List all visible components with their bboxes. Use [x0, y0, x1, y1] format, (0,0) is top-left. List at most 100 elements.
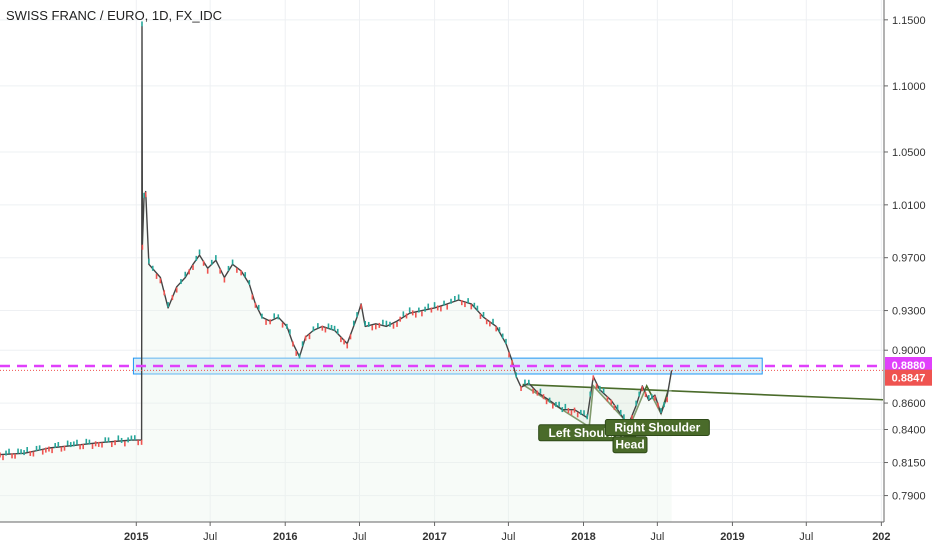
price-candle	[210, 259, 213, 265]
price-candle	[91, 443, 94, 449]
price-candle	[595, 383, 598, 389]
price-candle	[82, 444, 84, 450]
price-candle	[312, 326, 315, 332]
price-candle	[583, 410, 585, 416]
price-candle	[436, 305, 439, 311]
price-candle	[188, 269, 190, 275]
price-candle	[644, 392, 647, 398]
last-price-tag-bg	[885, 369, 932, 386]
price-candle	[257, 304, 260, 310]
price-candle	[564, 403, 567, 409]
price-candle	[45, 447, 47, 453]
price-candle	[424, 306, 426, 312]
price-candle	[17, 448, 19, 454]
price-candle	[251, 294, 254, 300]
price-series	[0, 21, 673, 523]
price-candle	[11, 453, 13, 459]
price-candle	[555, 401, 557, 407]
chart-title: SWISS FRANC / EURO, 1D, FX_IDC	[6, 8, 222, 23]
price-candle	[346, 343, 349, 349]
price-candle	[402, 311, 405, 317]
price-candle	[528, 379, 530, 385]
price-candle	[378, 322, 381, 328]
y-tick-label: 1.1500	[892, 15, 926, 27]
price-candle	[88, 439, 91, 445]
price-candle	[215, 255, 217, 261]
price-candle	[41, 449, 44, 455]
price-candle	[111, 442, 113, 448]
price-candle	[101, 442, 103, 448]
x-tick-label: 2015	[124, 531, 148, 543]
price-candle	[352, 320, 355, 326]
price-candle	[340, 337, 342, 343]
price-candle	[0, 452, 1, 458]
price-candle	[57, 442, 60, 448]
price-candle	[124, 441, 126, 447]
x-tick-label: 2019	[720, 531, 744, 543]
price-candle	[180, 279, 182, 285]
x-tick-label: 202	[872, 531, 890, 543]
price-candle	[536, 390, 539, 396]
x-tick-label: Jul	[799, 531, 813, 543]
price-candle	[385, 320, 388, 326]
price-candle	[641, 386, 644, 392]
price-candle	[592, 375, 595, 381]
price-candle	[141, 21, 143, 27]
y-tick-label: 0.8400	[892, 424, 926, 436]
price-candle	[602, 388, 605, 394]
price-candle	[440, 306, 442, 312]
y-tick-label: 0.8150	[892, 458, 926, 470]
price-candle	[308, 334, 311, 340]
price-candle	[114, 440, 116, 446]
price-candle	[192, 264, 194, 270]
x-tick-label: Jul	[650, 531, 664, 543]
price-candle	[60, 446, 63, 452]
price-candle	[184, 271, 187, 277]
price-candle	[14, 453, 16, 459]
price-candle	[51, 448, 53, 454]
price-candle	[202, 260, 205, 266]
x-tick-label: Jul	[203, 531, 217, 543]
x-tick-label: Jul	[352, 531, 366, 543]
price-candle	[467, 298, 469, 304]
price-candle	[505, 338, 507, 344]
price-candle	[304, 335, 307, 341]
price-candle	[286, 323, 288, 329]
x-tick-label: 2016	[273, 531, 297, 543]
price-candle	[367, 321, 370, 327]
price-candle	[511, 360, 513, 366]
x-tick-label: 2018	[571, 531, 595, 543]
price-candle	[333, 325, 336, 331]
price-candle	[485, 319, 488, 325]
price-candle	[508, 352, 510, 358]
y-tick-label: 1.0500	[892, 147, 926, 159]
annotation-label: Right Shoulder	[614, 421, 700, 435]
price-candle	[613, 405, 616, 411]
y-tick-label: 0.9000	[892, 345, 926, 357]
price-candle	[66, 440, 69, 446]
price-candle	[660, 407, 662, 413]
price-candle	[94, 441, 97, 447]
price-candle	[561, 407, 564, 413]
price-candle	[330, 324, 333, 330]
price-candle	[647, 394, 650, 400]
price-candle	[73, 441, 75, 447]
price-candle	[418, 307, 420, 313]
price-candle	[457, 294, 460, 300]
price-candle	[411, 310, 414, 316]
price-candle	[219, 268, 221, 274]
price-candle	[576, 412, 579, 418]
price-candle	[580, 409, 582, 415]
price-candle	[464, 302, 466, 308]
price-candle	[336, 328, 339, 334]
price-candle	[117, 435, 120, 441]
price-candle	[236, 267, 238, 273]
price-candle	[610, 399, 613, 405]
price-candle	[8, 448, 10, 454]
price-candle	[623, 414, 625, 420]
price-candle	[548, 397, 551, 403]
price-area	[0, 26, 672, 523]
